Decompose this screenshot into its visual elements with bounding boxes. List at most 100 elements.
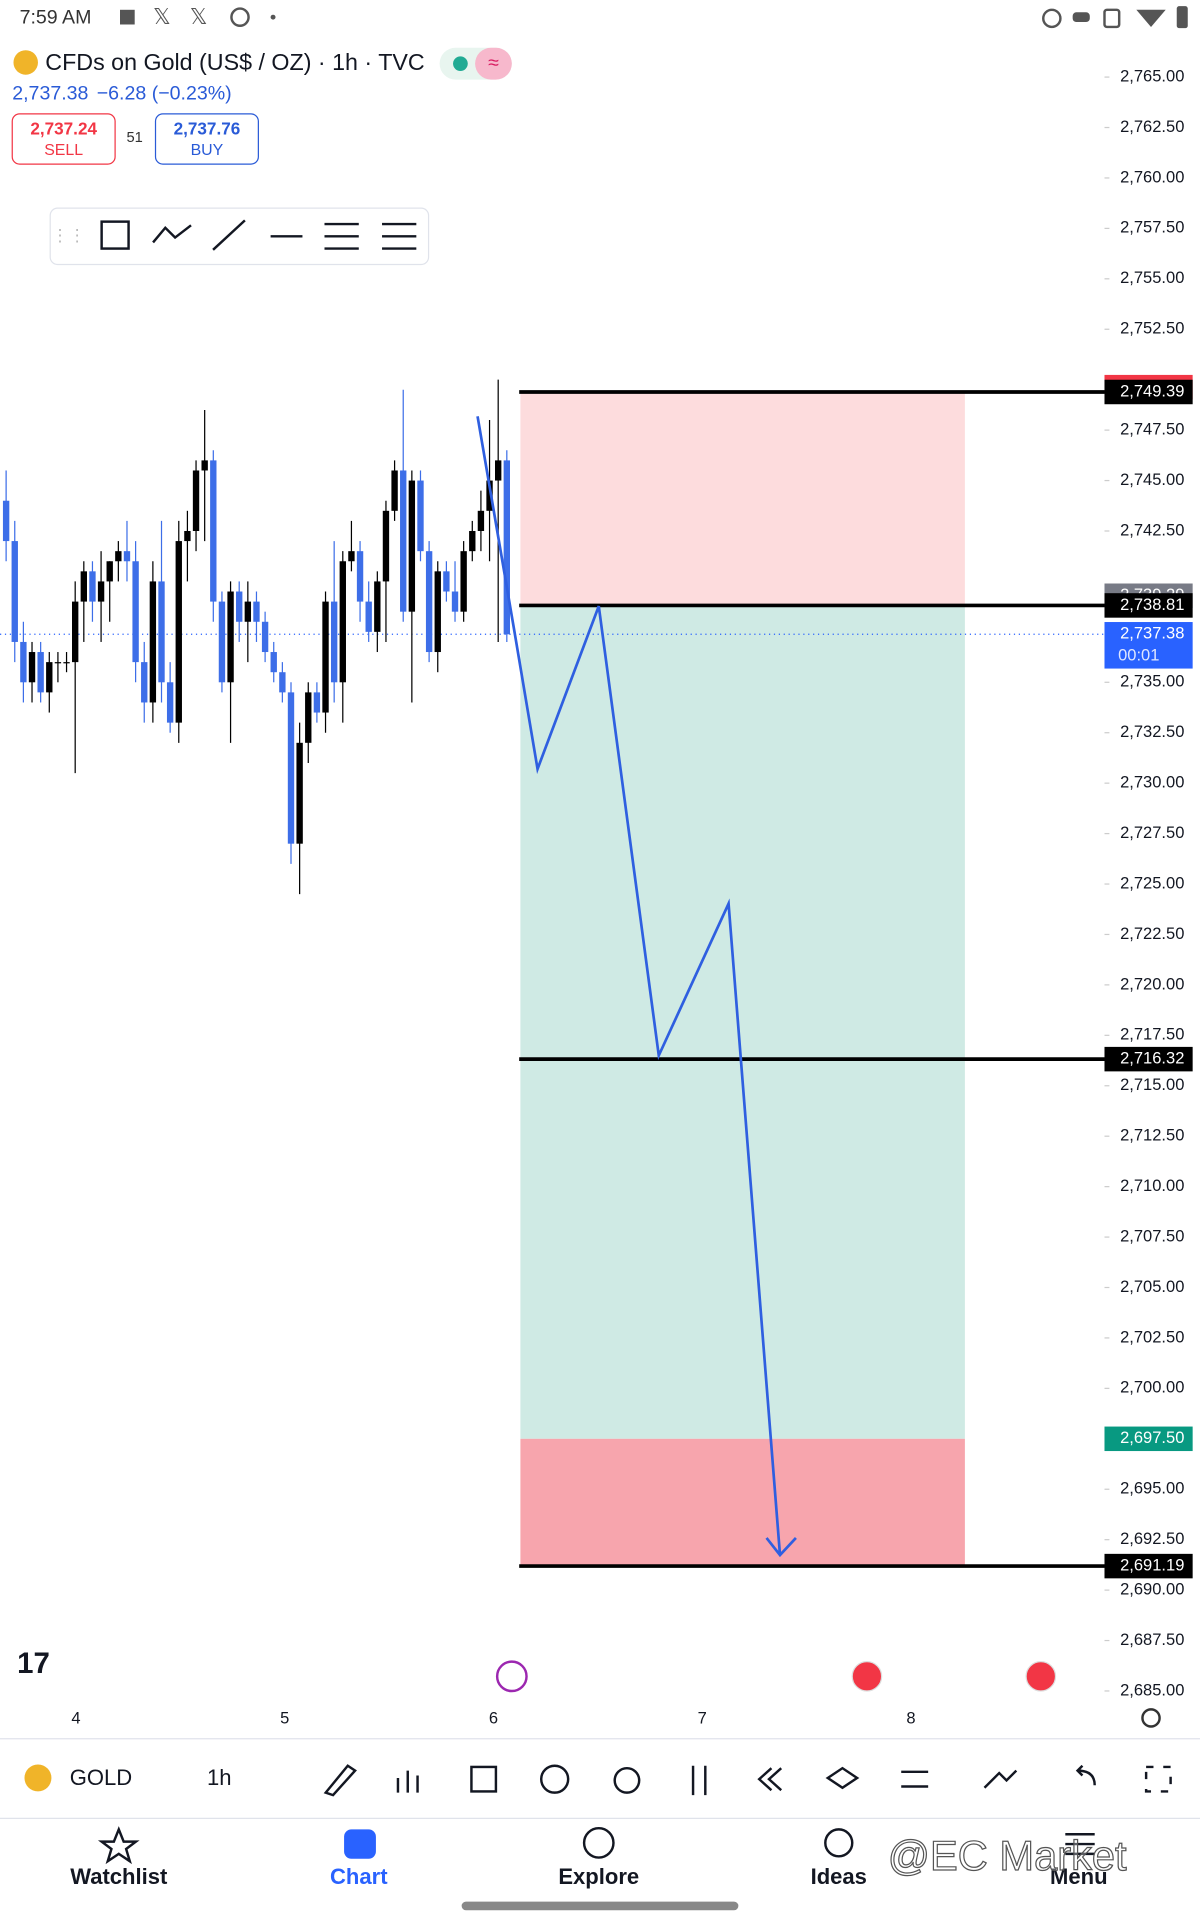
candle-body	[227, 591, 234, 683]
y-tick-label: 2,695.00	[1120, 1479, 1184, 1498]
compare-btn[interactable]	[983, 1769, 1018, 1789]
undo-btn[interactable]	[1075, 1764, 1096, 1786]
y-tick-label: 2,702.50	[1120, 1327, 1184, 1346]
candle-body	[175, 541, 182, 723]
y-tick-label: 2,747.50	[1120, 419, 1184, 438]
draw-btn[interactable]	[323, 1764, 357, 1797]
candle-body	[365, 601, 372, 632]
candle-body	[132, 561, 139, 663]
nav-item[interactable]: Chart	[330, 1864, 388, 1889]
symbol-icon	[24, 1764, 52, 1792]
sell-price: 2,737.24	[30, 118, 97, 138]
position-zone	[520, 605, 965, 1439]
candle-body	[244, 601, 252, 622]
tool-line[interactable]	[212, 219, 246, 251]
event-us[interactable]	[851, 1661, 883, 1692]
settings-btn[interactable]	[901, 1770, 929, 1788]
last-price: 2,737.38	[12, 82, 88, 104]
event-icon[interactable]	[495, 1660, 528, 1693]
alert-btn[interactable]	[613, 1766, 641, 1794]
y-tick-label: 2,752.50	[1120, 319, 1184, 338]
y-tick-label: 2,760.00	[1120, 167, 1184, 186]
toolbar-symbol[interactable]: GOLD	[70, 1765, 132, 1790]
candle-body	[89, 571, 96, 602]
nav-item[interactable]: Explore	[558, 1864, 639, 1889]
fullscreen-btn[interactable]	[1144, 1765, 1172, 1793]
nav-icon	[344, 1829, 376, 1859]
price-badge	[1104, 1553, 1193, 1579]
candle-body	[253, 601, 260, 622]
y-tick-label: 2,755.00	[1120, 268, 1184, 287]
candle-body	[279, 672, 286, 693]
candle-body	[469, 530, 476, 552]
candle-body	[305, 692, 312, 743]
toolbar-icons	[323, 1764, 1172, 1797]
y-tick-label: 2,730.00	[1120, 773, 1184, 792]
tool-fib[interactable]	[324, 222, 359, 250]
price-badge-label: 2,738.81	[1120, 595, 1184, 614]
tool-fib-ext[interactable]	[382, 222, 417, 250]
candle-body	[425, 551, 433, 653]
svg-text:𝕏: 𝕏	[153, 4, 171, 29]
indicators-btn[interactable]	[396, 1770, 419, 1793]
candle-body	[408, 480, 416, 612]
candle-body	[400, 470, 407, 612]
candle-body	[417, 480, 424, 552]
buy-button[interactable]	[154, 113, 259, 165]
candle-body	[296, 742, 303, 844]
candle-body	[115, 551, 122, 562]
y-tick-label: 2,717.50	[1120, 1025, 1184, 1044]
candle-btn[interactable]	[691, 1765, 707, 1796]
toolbar-interval[interactable]: 1h	[207, 1765, 232, 1790]
nav-icon	[97, 1826, 140, 1865]
candle-body	[2, 500, 10, 542]
y-tick-label: 2,732.50	[1120, 722, 1184, 741]
candle-body	[434, 571, 441, 653]
tool-path[interactable]	[152, 224, 192, 244]
layers-btn[interactable]	[825, 1766, 860, 1790]
price-badge-label: 2,737.38	[1120, 624, 1184, 643]
candle-body	[451, 591, 459, 612]
add-btn[interactable]	[540, 1764, 570, 1794]
status-time: 7:59 AM	[20, 7, 92, 29]
price-badge-label: 2,691.19	[1120, 1555, 1184, 1574]
y-tick-label: 2,705.00	[1120, 1277, 1184, 1296]
x-tick-label: 6	[489, 1709, 498, 1728]
candle-body	[486, 480, 493, 511]
settings-icon[interactable]	[1141, 1708, 1161, 1728]
candle-body	[97, 581, 105, 602]
y-tick-label: 2,735.00	[1120, 672, 1184, 691]
event-us[interactable]	[1025, 1661, 1057, 1692]
sell-button[interactable]	[11, 113, 116, 165]
candle-body	[141, 662, 148, 703]
candle-body	[322, 601, 329, 713]
candle-body	[339, 561, 346, 683]
price-badge	[1104, 1046, 1193, 1072]
candle-body	[356, 551, 364, 602]
candle-body	[123, 551, 131, 562]
nav-item[interactable]: Watchlist	[70, 1864, 168, 1889]
nav-item[interactable]: Ideas	[811, 1864, 867, 1889]
candle-body	[460, 551, 467, 612]
candle-body	[477, 510, 485, 531]
y-tick-label: 2,685.00	[1120, 1680, 1184, 1699]
replay-btn[interactable]	[757, 1767, 783, 1792]
candle-body	[382, 510, 390, 582]
tool-rect[interactable]	[100, 220, 130, 250]
candle-body	[218, 601, 226, 683]
price-badge-label: 2,749.39	[1120, 381, 1184, 400]
position-zone	[520, 391, 965, 606]
candle-body	[166, 682, 174, 723]
layout-btn[interactable]	[470, 1765, 498, 1793]
price-change: −6.28 (−0.23%)	[97, 82, 232, 104]
candle-body	[495, 460, 502, 481]
nav-item[interactable]: Menu	[1050, 1864, 1108, 1889]
candle-body	[106, 561, 113, 582]
candle-body	[11, 541, 18, 642]
candle-body	[503, 460, 510, 635]
candle-body	[210, 460, 217, 602]
svg-text:⋮⋮: ⋮⋮	[51, 225, 85, 245]
x-tick-label: 7	[698, 1709, 707, 1728]
candle-body	[236, 591, 243, 622]
